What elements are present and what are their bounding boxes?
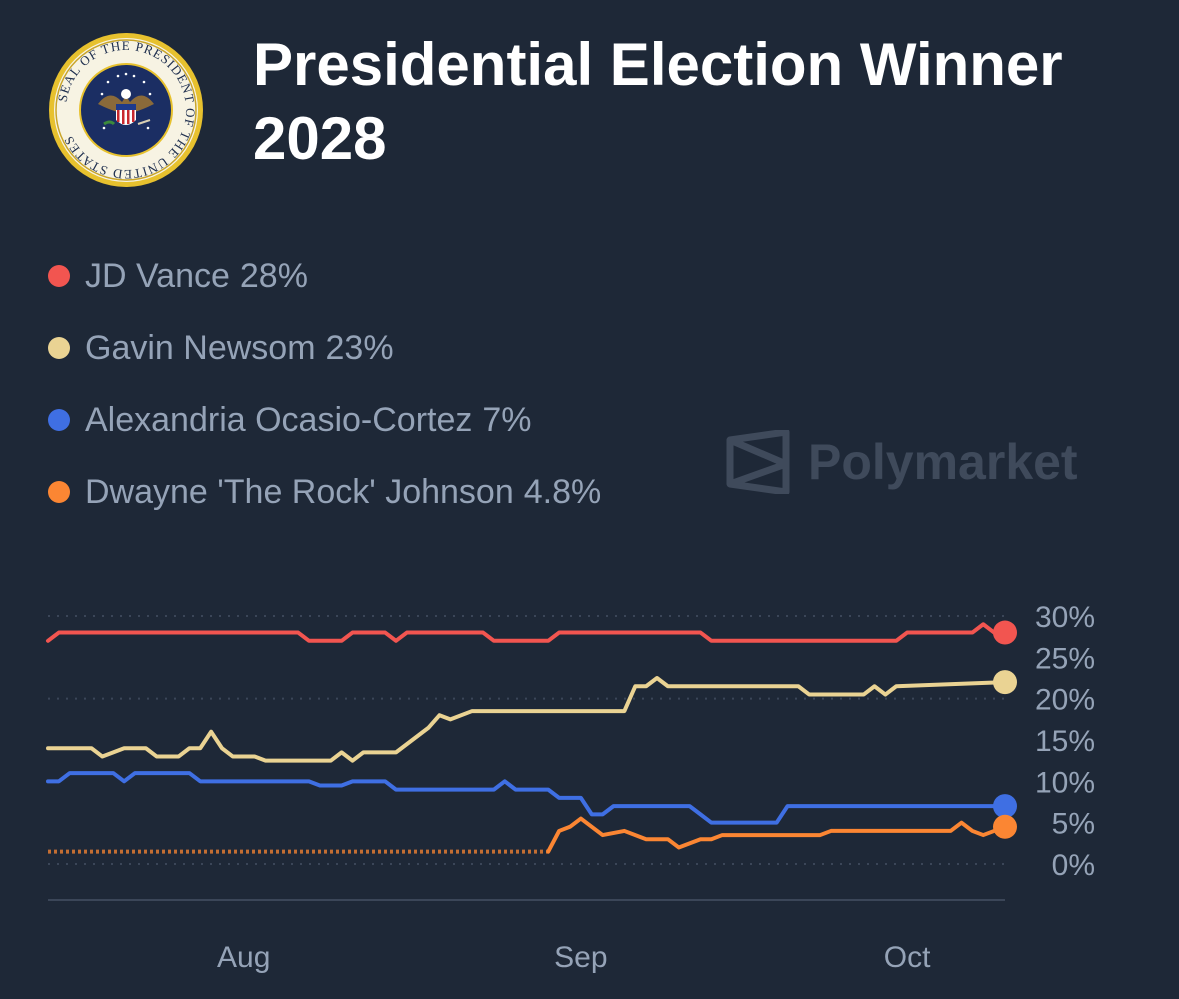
- x-tick-label: Oct: [884, 941, 931, 974]
- legend-item-jd-vance: JD Vance 28%: [48, 240, 601, 312]
- legend-value: 23%: [325, 328, 394, 367]
- x-tick-label: Sep: [554, 941, 607, 974]
- legend-value: 4.8%: [523, 472, 602, 511]
- y-tick-label: 0%: [1052, 849, 1095, 882]
- legend-label: Gavin Newsom: [85, 328, 316, 367]
- y-tick-label: 10%: [1035, 766, 1095, 799]
- legend-label: Alexandria Ocasio-Cortez: [85, 400, 473, 439]
- legend-dot-icon: [48, 481, 70, 503]
- legend-dot-icon: [48, 337, 70, 359]
- page-title: Presidential Election Winner 2028: [253, 31, 1063, 172]
- legend-dot-icon: [48, 265, 70, 287]
- series-end-point: [993, 670, 1017, 695]
- series-line: [46, 676, 1007, 763]
- chart-legend: JD Vance 28% Gavin Newsom 23% Alexandria…: [48, 240, 601, 528]
- legend-item-gavin-newsom: Gavin Newsom 23%: [48, 312, 601, 384]
- presidential-seal-icon: SEAL OF THE PRESIDENT OF THE UNITED STAT…: [48, 32, 204, 188]
- y-tick-label: 30%: [1035, 601, 1095, 634]
- series-end-point: [993, 620, 1017, 645]
- legend-value: 28%: [239, 256, 308, 295]
- x-tick-label: Aug: [217, 941, 270, 974]
- polymarket-watermark: Polymarket: [724, 430, 1078, 494]
- y-tick-label: 25%: [1035, 642, 1095, 675]
- series-line: [546, 816, 1007, 854]
- legend-label: Dwayne 'The Rock' Johnson: [85, 472, 514, 511]
- series-line: [46, 622, 1007, 643]
- legend-item-alexandria-ocasio-cortez: Alexandria Ocasio-Cortez 7%: [48, 384, 601, 456]
- legend-item-dwayne-johnson: Dwayne 'The Rock' Johnson 4.8%: [48, 456, 601, 528]
- y-tick-label: 15%: [1035, 725, 1095, 758]
- series-line: [46, 771, 1007, 825]
- polymarket-logo-icon: [726, 430, 790, 494]
- legend-label: JD Vance: [85, 256, 230, 295]
- series-end-point: [993, 794, 1017, 819]
- legend-value: 7%: [482, 400, 532, 439]
- legend-dot-icon: [48, 409, 70, 431]
- series-end-point: [993, 814, 1017, 839]
- y-tick-label: 20%: [1035, 684, 1095, 717]
- y-tick-label: 5%: [1052, 808, 1095, 841]
- watermark-text: Polymarket: [808, 434, 1078, 490]
